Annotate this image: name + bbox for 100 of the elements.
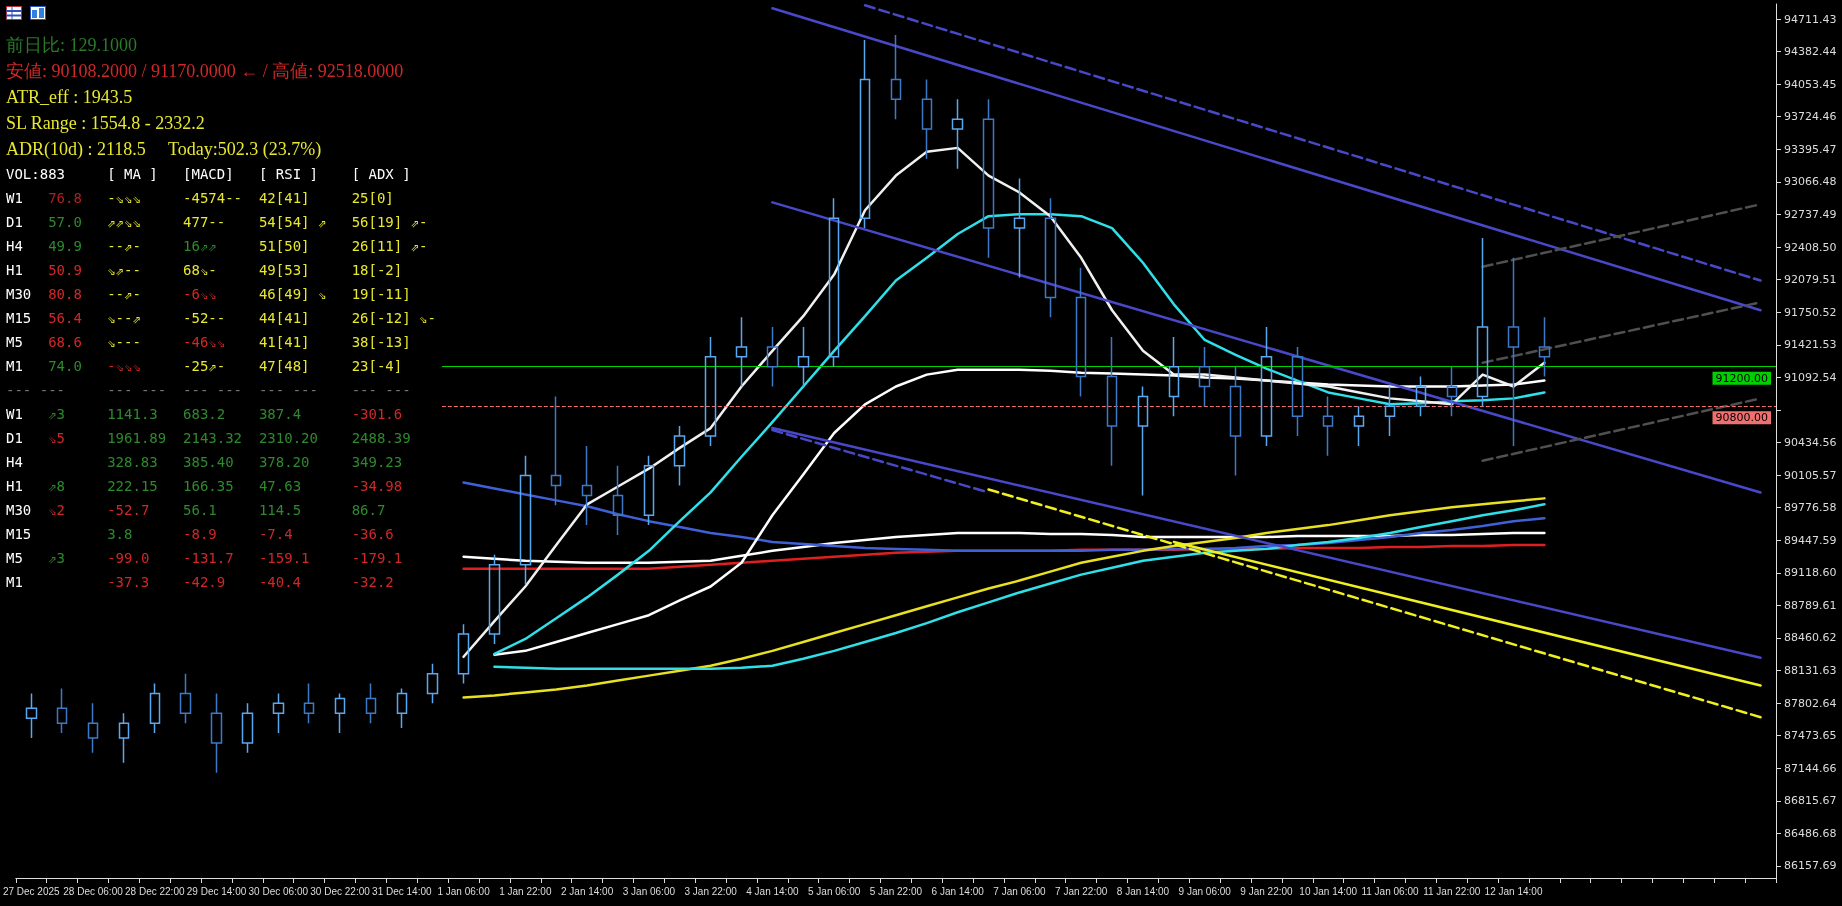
x-tick-label: 3 Jan 06:00 bbox=[622, 885, 676, 897]
candlestick bbox=[1384, 385, 1396, 437]
candlestick bbox=[365, 682, 377, 724]
annotation: ADR(10d) : 2118.5 Today:502.3 (23.7%) bbox=[5, 138, 323, 161]
candlestick bbox=[303, 682, 315, 724]
candlestick bbox=[1137, 385, 1149, 497]
text: H1 ⇗8 222.15 166.35 47.63 -34.98 bbox=[6, 478, 403, 494]
x-tick-label: 7 Jan 06:00 bbox=[993, 885, 1046, 897]
x-tick-label: 12 Jan 14:00 bbox=[1484, 885, 1543, 897]
candlestick bbox=[1507, 257, 1520, 447]
candlestick bbox=[87, 702, 99, 754]
line-series bbox=[462, 497, 1546, 699]
annotation: 安値: 90108.2000 / 91170.0000 ← / 高値: 92518.0000 bbox=[5, 60, 405, 83]
y-tick-label: 86815.67 bbox=[1784, 794, 1837, 808]
x-tick-label: 28 Dec 22:00 bbox=[125, 885, 185, 897]
y-tick-label: 87144.66 bbox=[1784, 761, 1837, 775]
text: H4 328.83 385.40 378.20 349.23 bbox=[6, 454, 403, 470]
candlestick bbox=[1229, 365, 1242, 477]
candlestick bbox=[272, 692, 285, 734]
candlestick bbox=[426, 662, 439, 705]
x-tick-label: 2 Jan 14:00 bbox=[560, 885, 614, 897]
text: M5 ⇗3 -99.0 -131.7 -159.1 -179.1 bbox=[6, 550, 403, 566]
candlestick bbox=[1075, 266, 1087, 398]
candlestick bbox=[1260, 326, 1273, 447]
x-tick-label: 11 Jan 22:00 bbox=[1423, 885, 1481, 897]
candlestick bbox=[828, 197, 840, 368]
y-tick-label: 92737.49 bbox=[1784, 207, 1837, 221]
text: M5 68.6 ⇘--- -46⇘⇘ 41[41] 38[-13] bbox=[6, 334, 411, 350]
candlestick bbox=[488, 554, 501, 645]
candlestick bbox=[118, 712, 130, 764]
text: M30 ⇘2 -52.7 56.1 114.5 86.7 bbox=[6, 502, 386, 518]
y-tick-label: 94053.45 bbox=[1784, 77, 1837, 91]
x-tick-label: 8 Jan 14:00 bbox=[1116, 885, 1170, 897]
ref-line-label: 91200.00 bbox=[1715, 371, 1768, 385]
candlestick bbox=[1538, 316, 1551, 378]
candlestick bbox=[1013, 177, 1026, 279]
text: W1 76.8 -⇘⇘⇘ -4574-- 42[41] 25[0] bbox=[6, 190, 394, 206]
candlestick bbox=[982, 98, 995, 259]
x-tick-label: 29 Dec 14:00 bbox=[186, 885, 247, 897]
text: W1 ⇗3 1141.3 683.2 387.4 -301.6 bbox=[6, 406, 403, 422]
x-tick-label: 1 Jan 06:00 bbox=[437, 885, 491, 897]
text: M15 56.4 ⇘--⇗ -52-- 44[41] 26[-12] ⇘- bbox=[6, 310, 436, 326]
x-tick-label: 9 Jan 06:00 bbox=[1178, 885, 1232, 897]
x-tick-label: 7 Jan 22:00 bbox=[1055, 885, 1108, 897]
y-tick-label: 89447.59 bbox=[1784, 533, 1837, 547]
candlestick bbox=[56, 687, 68, 734]
candlestick bbox=[1446, 365, 1458, 417]
x-tick-label: 4 Jan 14:00 bbox=[746, 885, 799, 897]
x-tick-label: 5 Jan 06:00 bbox=[808, 885, 861, 897]
y-tick-label: 91092.54 bbox=[1784, 370, 1837, 384]
x-tick-label: 1 Jan 22:00 bbox=[499, 885, 552, 897]
candlestick bbox=[1106, 336, 1118, 467]
candlestick bbox=[859, 39, 871, 229]
candlestick bbox=[735, 316, 748, 388]
y-tick-label: 90434.56 bbox=[1784, 435, 1837, 449]
candlestick bbox=[241, 702, 254, 754]
candlestick bbox=[1198, 346, 1211, 408]
x-tick-label: 11 Jan 06:00 bbox=[1361, 885, 1419, 897]
text: D1 ⇘5 1961.89 2143.32 2310.20 2488.39 bbox=[6, 430, 411, 446]
y-tick-label: 90105.57 bbox=[1784, 468, 1837, 482]
text: D1 57.0 ⇗⇗⇘⇘ 477-- 54[54] ⇗ 56[19] ⇗- bbox=[6, 214, 428, 230]
candlestick bbox=[766, 326, 779, 388]
y-tick-label: 87473.65 bbox=[1784, 729, 1837, 743]
y-tick-label: 89776.58 bbox=[1784, 501, 1837, 515]
candlestick bbox=[951, 98, 964, 170]
candlestick bbox=[210, 692, 223, 774]
x-tick-label: 10 Jan 14:00 bbox=[1299, 885, 1358, 897]
y-tick-label: 94711.43 bbox=[1784, 12, 1837, 26]
candlestick bbox=[1353, 405, 1365, 447]
y-tick-label: 88460.62 bbox=[1784, 631, 1837, 645]
candlestick bbox=[1168, 336, 1180, 417]
y-tick-label: 92408.50 bbox=[1784, 240, 1837, 254]
candlestick bbox=[457, 623, 470, 685]
x-tick-label: 9 Jan 22:00 bbox=[1240, 885, 1294, 897]
line-series bbox=[493, 212, 1546, 656]
text: M15 3.8 -8.9 -7.4 -36.6 bbox=[6, 526, 394, 542]
candlestick bbox=[1476, 237, 1489, 408]
x-tick-label: 5 Jan 22:00 bbox=[869, 885, 923, 897]
candlestick bbox=[179, 672, 192, 724]
candlestick bbox=[673, 425, 686, 487]
candlestick bbox=[1415, 375, 1427, 417]
text: VOL:883 [ MA ] [MACD] [ RSI ] [ ADX ] bbox=[6, 166, 411, 182]
candlestick bbox=[1044, 197, 1057, 318]
candlestick bbox=[612, 464, 624, 536]
y-tick-label: 94382.44 bbox=[1784, 45, 1837, 59]
candlestick bbox=[581, 445, 593, 526]
ref-line-label: 90800.00 bbox=[1715, 411, 1768, 425]
candlestick bbox=[25, 692, 38, 739]
candlestick bbox=[550, 395, 562, 507]
candlestick bbox=[149, 682, 161, 734]
y-tick-label: 89118.60 bbox=[1784, 566, 1837, 580]
y-tick-label: 86157.69 bbox=[1784, 859, 1837, 873]
y-tick-label: 93066.48 bbox=[1784, 175, 1837, 189]
candlestick bbox=[1291, 346, 1304, 437]
y-tick-label: 86486.68 bbox=[1784, 826, 1837, 840]
text: H4 49.9 --⇗- 16⇗⇗ 51[50] 26[11] ⇗- bbox=[6, 238, 428, 254]
x-tick-label: 30 Dec 22:00 bbox=[310, 885, 371, 897]
candlestick bbox=[396, 687, 408, 729]
y-tick-label: 93724.46 bbox=[1784, 110, 1837, 124]
y-tick-label: 93395.47 bbox=[1784, 142, 1837, 156]
